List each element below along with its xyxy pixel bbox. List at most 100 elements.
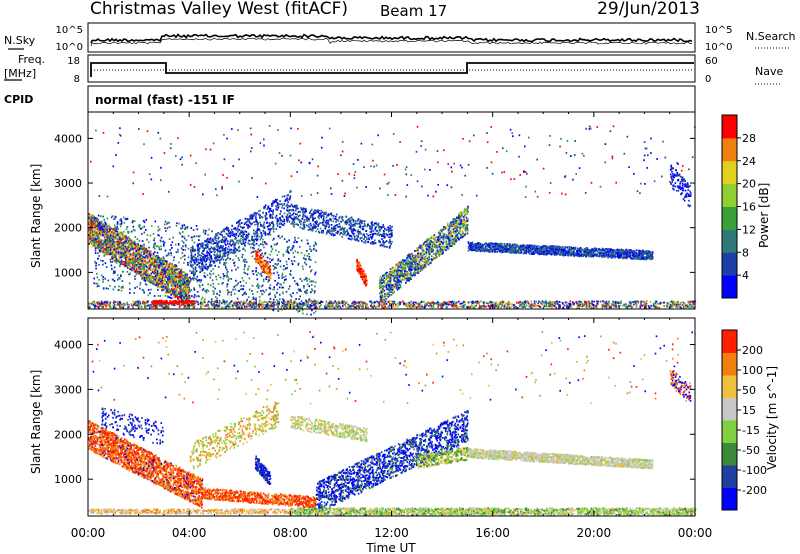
data-point — [199, 271, 201, 273]
data-point — [141, 264, 143, 267]
data-point — [217, 250, 219, 253]
data-point — [153, 259, 156, 261]
data-point — [226, 272, 228, 274]
data-point — [152, 282, 155, 285]
data-point — [176, 222, 178, 225]
data-point — [328, 225, 330, 228]
data-point — [128, 249, 131, 252]
data-point — [136, 265, 138, 268]
data-point — [356, 260, 358, 263]
data-point — [353, 234, 355, 237]
data-point — [370, 242, 372, 245]
data-point — [279, 217, 281, 219]
data-point — [142, 275, 145, 277]
data-point — [308, 253, 310, 255]
data-point — [263, 246, 265, 249]
data-point — [102, 263, 104, 266]
data-point — [195, 266, 197, 269]
data-point — [297, 215, 300, 218]
data-point — [233, 234, 235, 236]
data-point — [119, 253, 121, 256]
data-point — [301, 265, 304, 268]
freq-panel-frame — [87, 54, 696, 83]
data-point — [269, 213, 271, 216]
data-point — [180, 278, 182, 280]
data-point — [322, 232, 324, 234]
data-point — [390, 243, 393, 245]
data-point — [298, 298, 300, 300]
data-point — [170, 268, 172, 270]
data-point — [362, 234, 364, 237]
data-point — [183, 235, 185, 238]
data-point — [124, 261, 127, 264]
data-point — [380, 226, 383, 229]
data-point — [361, 240, 363, 242]
data-point — [266, 274, 269, 277]
data-point — [212, 272, 215, 275]
data-point — [126, 218, 129, 220]
data-point — [226, 274, 228, 277]
data-point — [374, 228, 377, 231]
data-point — [133, 247, 135, 250]
data-point — [243, 268, 246, 271]
data-point — [229, 235, 232, 237]
data-point — [241, 294, 244, 296]
data-point — [264, 215, 267, 218]
data-point — [279, 298, 281, 301]
data-point — [173, 277, 176, 280]
data-point — [111, 268, 113, 271]
data-point — [102, 227, 104, 230]
data-point — [327, 213, 330, 216]
data-point — [104, 228, 106, 231]
data-point — [192, 274, 195, 276]
data-point — [118, 276, 120, 279]
data-point — [269, 253, 271, 256]
data-point — [97, 222, 100, 225]
data-point — [123, 216, 125, 219]
data-point — [316, 228, 319, 230]
data-point — [192, 229, 195, 231]
data-point — [184, 258, 186, 261]
data-point — [194, 261, 196, 264]
data-point — [384, 227, 386, 230]
data-point — [93, 219, 96, 222]
data-point — [363, 275, 366, 278]
data-point — [133, 229, 135, 231]
data-point — [178, 222, 180, 225]
data-point — [319, 213, 321, 215]
data-point — [306, 283, 309, 286]
data-point — [195, 225, 198, 227]
data-point — [156, 271, 159, 273]
data-point — [144, 259, 146, 262]
data-point — [183, 281, 186, 284]
data-point — [308, 298, 311, 301]
data-point — [127, 239, 130, 242]
data-point — [371, 236, 373, 238]
data-point — [153, 237, 156, 240]
data-point — [279, 213, 281, 215]
data-point — [341, 226, 344, 229]
data-point — [260, 232, 262, 234]
data-point — [100, 215, 102, 218]
data-point — [154, 256, 157, 259]
power-scatter — [88, 125, 697, 316]
data-point — [254, 223, 256, 226]
data-point — [276, 271, 279, 274]
data-point — [389, 238, 391, 241]
data-point — [293, 205, 296, 208]
data-point — [210, 264, 213, 266]
data-point — [272, 230, 275, 233]
data-point — [92, 245, 94, 247]
data-point — [195, 235, 198, 237]
data-point — [239, 219, 242, 221]
data-point — [224, 248, 226, 251]
data-point — [172, 283, 174, 285]
data-point — [315, 230, 317, 233]
data-point — [271, 239, 274, 241]
data-point — [130, 230, 133, 233]
data-point — [303, 278, 306, 281]
data-point — [104, 235, 107, 238]
data-point — [312, 218, 315, 220]
data-point — [99, 226, 102, 229]
data-point — [239, 288, 242, 291]
